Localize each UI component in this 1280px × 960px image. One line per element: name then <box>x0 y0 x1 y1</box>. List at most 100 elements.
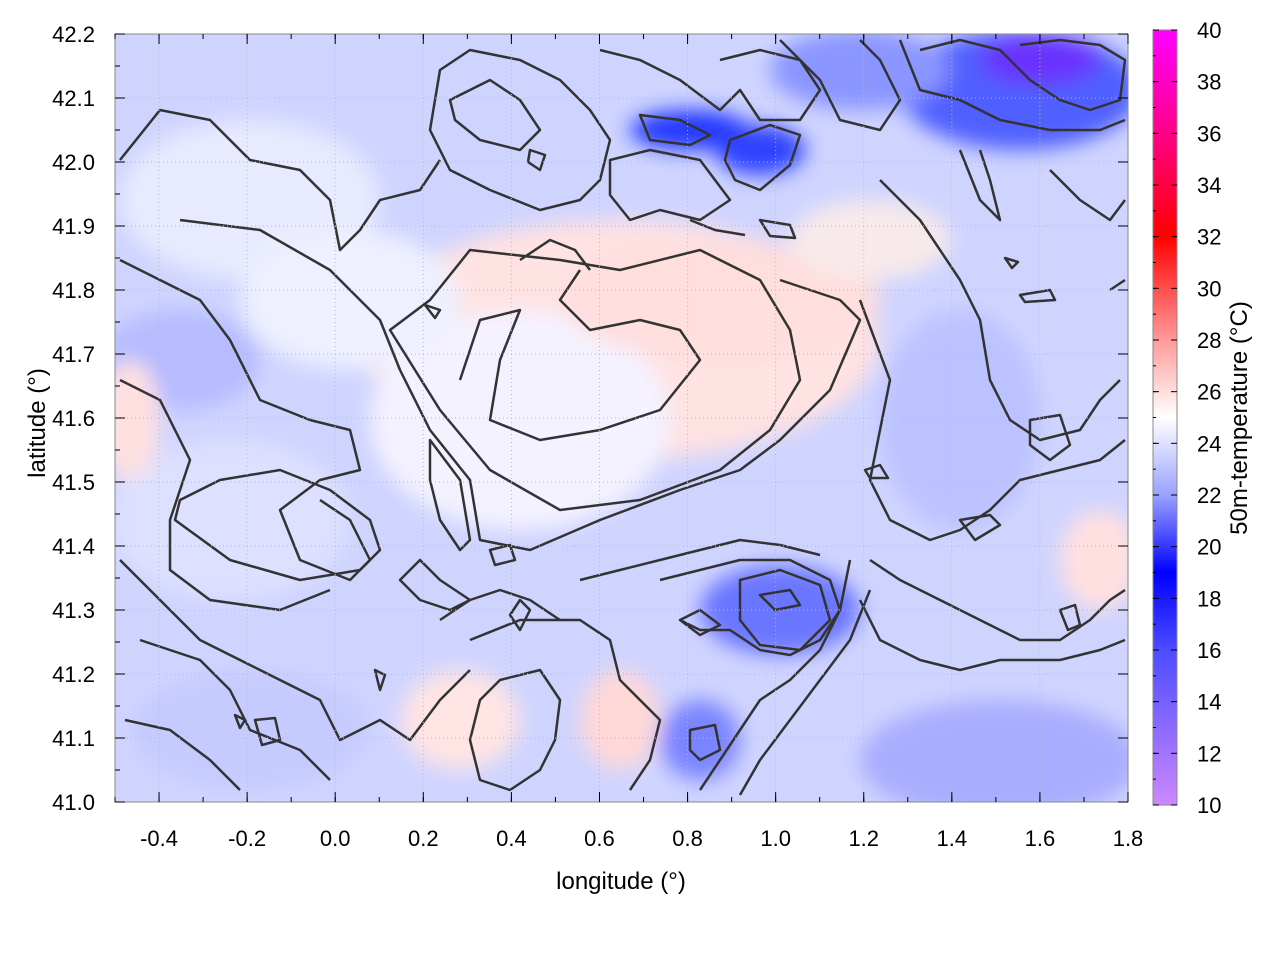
colorbar-tick-label: 24 <box>1197 431 1221 456</box>
contour-line <box>608 148 732 222</box>
colorbar-tick-label: 34 <box>1197 173 1221 198</box>
contour-line <box>738 589 872 796</box>
x-tick-label: 0.2 <box>408 826 439 851</box>
contour-line <box>398 558 472 612</box>
contour-line <box>119 378 331 612</box>
contour-line <box>508 598 532 632</box>
contour-line <box>863 463 890 480</box>
grid-lines <box>115 34 1128 802</box>
colorbar-tick-label: 10 <box>1197 793 1221 818</box>
contour-line <box>428 438 472 552</box>
x-tick-label: 0.8 <box>672 826 703 851</box>
contour-line <box>1003 256 1020 270</box>
contour-line <box>879 179 1121 442</box>
y-tick-label: 41.9 <box>52 214 95 239</box>
y-tick-label: 42.1 <box>52 86 95 111</box>
x-tick-label: 1.4 <box>937 826 968 851</box>
x-tick-label: 0.0 <box>320 826 351 851</box>
contour-line <box>958 149 1002 222</box>
y-tick-label: 41.0 <box>52 790 95 815</box>
contour-line <box>678 608 722 637</box>
contour-line <box>1109 278 1126 292</box>
colorbar-tick-label: 26 <box>1197 380 1221 405</box>
contour-line <box>919 38 1127 112</box>
y-tick-label: 42.0 <box>52 150 95 175</box>
contour-line <box>1028 413 1072 462</box>
colorbar-tick-label: 40 <box>1197 18 1221 43</box>
contour-line <box>233 713 247 730</box>
colorbar-tick-label: 30 <box>1197 276 1221 301</box>
y-tick-label: 41.1 <box>52 726 95 751</box>
contour-line <box>469 618 662 791</box>
x-axis-label: longitude (°) <box>556 868 686 895</box>
contour-line <box>898 39 1126 132</box>
contour-line <box>659 558 842 657</box>
contour-line <box>119 108 442 252</box>
contour-line <box>428 48 612 212</box>
colorbar-tick-label: 20 <box>1197 535 1221 560</box>
colorbar-tick-label: 18 <box>1197 586 1221 611</box>
y-tick-label: 41.2 <box>52 662 95 687</box>
y-tick-label: 41.6 <box>52 406 95 431</box>
y-tick-label: 41.4 <box>52 534 95 559</box>
contour-line <box>423 303 442 320</box>
x-tick-label: 0.6 <box>584 826 615 851</box>
contour-lines <box>119 38 1127 796</box>
contour-line <box>1049 169 1126 222</box>
colorbar-tick-label: 28 <box>1197 328 1221 353</box>
y-tick-label: 41.7 <box>52 342 95 367</box>
contour-line <box>738 568 832 652</box>
x-tick-label: 1.6 <box>1025 826 1056 851</box>
colorbar: 10 12 14 16 18 20 22 24 26 28 30 32 34 36 38 40 50m-tem… <box>1152 18 1253 818</box>
contour-line <box>124 718 241 791</box>
y-axis: 41.0 41.1 41.2 41.3 41.4 41.5 41.6 41.7 41.8 41.9… <box>52 22 1128 815</box>
contour-line <box>758 588 802 612</box>
contour-line <box>119 559 471 742</box>
contour-line <box>599 48 822 122</box>
colorbar-gradient <box>1152 29 1178 806</box>
contour-line <box>458 269 702 442</box>
x-tick-label: 0.4 <box>496 826 527 851</box>
contour-line <box>638 113 712 147</box>
colorbar-tick-label: 12 <box>1197 741 1221 766</box>
x-tick-label: 1.2 <box>848 826 879 851</box>
y-tick-label: 41.8 <box>52 278 95 303</box>
contour-line <box>779 39 902 132</box>
contour-line <box>488 543 517 567</box>
contour-line <box>179 218 862 552</box>
contour-line <box>958 513 1002 542</box>
colorbar-ticks: 10 12 14 16 18 20 22 24 26 28 30 32 34 36 38 40 <box>1153 18 1221 818</box>
contour-line <box>689 218 746 237</box>
colorbar-label: 50m-temperature (°C) <box>1226 301 1253 535</box>
contour-line <box>698 559 852 791</box>
contour-line <box>758 218 797 240</box>
contour-line <box>579 538 821 582</box>
contour-line <box>173 468 382 582</box>
y-tick-label: 41.3 <box>52 598 95 623</box>
y-axis-label: latitude (°) <box>24 368 51 478</box>
contour-line <box>723 123 802 192</box>
contour-line <box>526 148 547 172</box>
contour-line <box>448 78 542 152</box>
x-tick-label: -0.4 <box>140 826 178 851</box>
contour-line <box>253 716 282 747</box>
colorbar-tick-label: 16 <box>1197 638 1221 663</box>
contour-line <box>439 588 561 622</box>
y-tick-label: 42.2 <box>52 22 95 47</box>
contour-line <box>373 668 387 692</box>
contour-line <box>869 558 1126 642</box>
x-tick-label: 1.8 <box>1113 826 1144 851</box>
colorbar-tick-label: 32 <box>1197 225 1221 250</box>
colorbar-tick-label: 22 <box>1197 483 1221 508</box>
contour-line <box>519 238 591 271</box>
contour-line <box>139 638 331 781</box>
contour-line <box>858 599 1126 672</box>
colorbar-tick-label: 36 <box>1197 121 1221 146</box>
x-tick-label: 1.0 <box>760 826 791 851</box>
contour-line <box>858 299 1126 542</box>
heatmap-field <box>115 34 1128 802</box>
contour-line <box>1058 603 1082 632</box>
contour-line <box>388 248 802 512</box>
colorbar-tick-label: 38 <box>1197 70 1221 95</box>
